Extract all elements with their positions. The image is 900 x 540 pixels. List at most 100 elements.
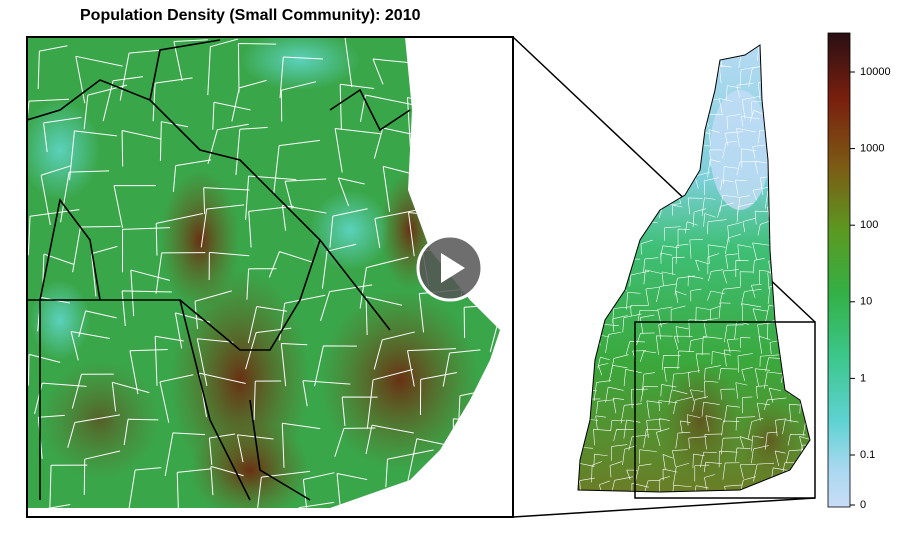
town-boundary <box>776 221 792 237</box>
town-boundary <box>753 462 775 482</box>
town-boundary <box>797 480 810 492</box>
town-boundary <box>607 97 625 110</box>
town-boundary <box>661 271 676 287</box>
town-boundary <box>641 45 659 65</box>
town-boundary <box>688 436 707 449</box>
town-boundary <box>707 253 720 275</box>
town-boundary <box>407 348 457 387</box>
town-boundary <box>442 349 481 387</box>
town-boundary <box>593 428 612 446</box>
town-boundary <box>735 260 749 278</box>
town-boundary <box>692 453 705 469</box>
town-boundary <box>727 222 742 243</box>
town-boundary <box>800 287 810 303</box>
town-boundary <box>799 436 810 452</box>
town-boundary <box>639 449 657 464</box>
town-boundary <box>281 204 327 231</box>
town-boundary <box>737 353 753 373</box>
town-boundary <box>725 253 738 269</box>
town-boundary <box>629 98 646 113</box>
town-boundary <box>752 242 771 260</box>
town-boundary <box>784 169 802 191</box>
town-boundary <box>670 305 686 323</box>
town-boundary <box>449 51 494 80</box>
town-boundary <box>805 173 810 194</box>
town-boundary <box>739 476 756 492</box>
town-boundary <box>619 177 641 191</box>
town-boundary <box>406 96 440 148</box>
town-boundary <box>610 444 628 461</box>
town-boundary <box>704 365 721 380</box>
town-boundary <box>630 83 646 97</box>
town-boundary <box>736 161 758 176</box>
town-boundary <box>593 256 606 273</box>
town-boundary <box>580 494 594 510</box>
town-boundary <box>580 45 594 63</box>
town-boundary <box>631 388 648 409</box>
town-boundary <box>691 62 708 77</box>
town-boundary <box>785 141 800 156</box>
town-boundary <box>803 240 810 254</box>
town-boundary <box>385 449 434 488</box>
town-boundary <box>751 445 769 464</box>
town-boundary <box>608 173 620 191</box>
town-boundary <box>768 83 787 100</box>
town-boundary <box>758 335 771 354</box>
town-boundary <box>789 333 801 353</box>
town-boundary <box>782 419 799 435</box>
town-boundary <box>755 385 768 399</box>
town-boundary <box>334 427 376 457</box>
town-boundary <box>655 142 670 154</box>
town-boundary <box>596 283 616 299</box>
town-boundary <box>653 45 674 62</box>
town-boundary <box>597 90 615 112</box>
town-boundary <box>704 380 719 399</box>
town-boundary <box>419 372 458 415</box>
state-map <box>578 45 810 510</box>
play-button[interactable] <box>416 234 484 302</box>
colorbar-tick-label: 100 <box>860 219 878 231</box>
town-boundary <box>670 160 689 175</box>
town-boundary <box>687 275 704 287</box>
town-boundary <box>718 302 731 319</box>
town-boundary <box>121 130 161 167</box>
town-boundary <box>735 382 748 399</box>
town-boundary <box>588 228 607 241</box>
town-boundary <box>330 516 370 540</box>
town-boundary <box>740 115 760 127</box>
town-boundary <box>773 476 792 492</box>
town-boundary <box>658 322 669 340</box>
town-boundary <box>658 418 670 432</box>
town-boundary <box>452 418 491 449</box>
town-boundary <box>154 335 184 386</box>
town-boundary <box>155 252 206 294</box>
town-boundary <box>701 401 720 417</box>
town-boundary <box>37 504 71 508</box>
town-boundary <box>156 509 202 540</box>
town-boundary <box>578 114 592 129</box>
town-boundary <box>636 78 656 99</box>
town-boundary <box>122 227 171 273</box>
town-boundary <box>609 494 619 507</box>
town-boundary <box>806 277 810 296</box>
town-boundary <box>796 47 810 68</box>
town-boundary <box>667 113 683 131</box>
town-boundary <box>785 227 802 249</box>
town-boundary <box>803 67 810 78</box>
town-boundary <box>609 48 632 61</box>
colorbar-tick-label: 1 <box>860 372 866 384</box>
town-boundary <box>717 202 734 218</box>
town-boundary <box>688 370 700 388</box>
town-boundary <box>703 318 719 337</box>
town-boundary <box>767 51 781 68</box>
town-boundary <box>600 130 617 147</box>
town-boundary <box>341 396 378 426</box>
town-boundary <box>797 113 810 134</box>
town-boundary <box>257 515 307 540</box>
town-boundary <box>742 218 756 233</box>
town-boundary <box>111 381 150 412</box>
town-boundary <box>692 396 709 412</box>
town-boundary <box>686 414 701 426</box>
town-boundary <box>708 129 720 146</box>
town-boundary <box>720 388 736 400</box>
